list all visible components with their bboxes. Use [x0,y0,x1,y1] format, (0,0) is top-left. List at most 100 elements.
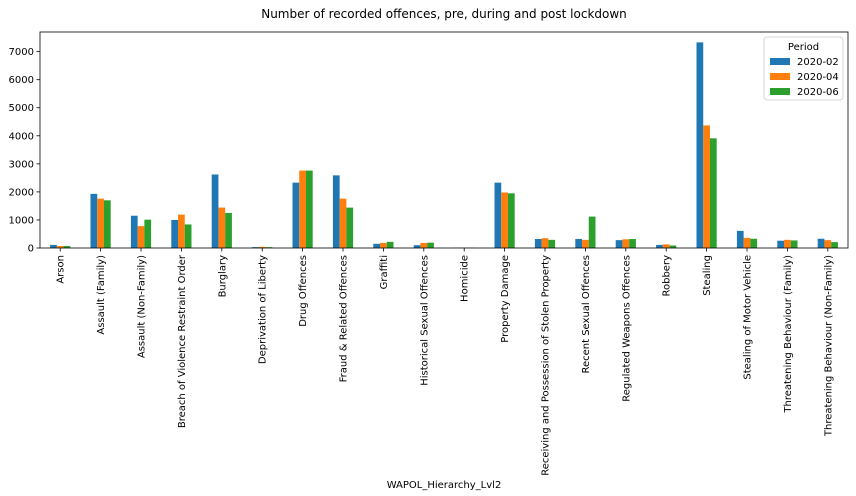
bar-2020-06-12 [548,239,556,248]
x-tick-label: Robbery [662,255,673,297]
legend-frame [763,36,844,101]
bar-2020-02-1 [90,193,98,248]
legend-title: Period [788,42,819,53]
bar-2020-04-6 [299,170,306,248]
bar-2020-04-9 [420,242,428,248]
legend: Period 2020-02 2020-04 2020-06 [763,36,844,101]
legend-swatch-2020-06 [770,88,790,95]
legend-swatch-2020-02 [770,58,790,65]
y-tick-label: 6000 [9,75,34,86]
bar-2020-06-1 [103,200,111,248]
bar-2020-04-18 [784,239,791,248]
x-tick-label: Breach of Violence Restraint Order [177,254,188,428]
bar-2020-04-2 [137,226,145,248]
bar-2020-06-7 [346,207,354,248]
bar-2020-02-13 [575,239,583,248]
bar-2020-06-5 [265,247,273,248]
bar-2020-04-14 [622,239,630,248]
bar-2020-02-9 [413,245,421,248]
bar-2020-02-16 [696,42,704,248]
bar-2020-04-12 [541,238,549,248]
bar-2020-06-9 [427,242,434,248]
bar-2020-04-5 [258,246,266,248]
bar-2020-02-2 [130,215,138,248]
x-tick-label: Assault (Family) [96,255,107,335]
legend-swatch-2020-04 [770,73,790,80]
bar-2020-04-16 [703,125,710,248]
bar-2020-02-8 [373,243,381,248]
bar-2020-06-6 [305,170,313,248]
bar-2020-04-13 [582,239,589,248]
y-tick-label: 4000 [9,131,34,142]
y-tick-label: 5000 [9,103,34,114]
bar-2020-02-7 [332,175,340,248]
y-tick-label: 0 [28,244,34,255]
y-tick-label: 2000 [9,187,34,198]
bar-2020-04-1 [97,198,104,248]
bar-2020-06-18 [790,240,798,248]
bar-2020-02-5 [252,247,259,248]
y-tick-label: 3000 [9,159,34,170]
x-tick-label: Graffiti [379,255,390,289]
bar-2020-02-12 [534,239,542,248]
bar-2020-06-19 [831,242,838,248]
bar-2020-06-3 [184,224,192,248]
x-tick-label: Deprivation of Liberty [258,255,269,364]
bar-2020-02-15 [656,244,663,248]
bar-2020-06-4 [225,212,232,248]
bar-2020-06-16 [709,138,717,248]
x-tick-label: Burglary [217,255,228,297]
x-tick-label: Drug Offences [298,255,309,327]
y-tick-label: 1000 [9,215,34,226]
bar-2020-06-17 [750,238,758,248]
x-tick-label: Stealing of Motor Vehicle [743,255,754,380]
plot-frame [39,31,849,249]
bar-2020-06-2 [144,219,152,248]
y-axis: 0 1000 2000 3000 4000 5000 6000 7000 [9,47,40,255]
bars-group [50,42,838,248]
bar-2020-04-0 [56,246,64,248]
x-axis: Arson Assault (Family) Assault (Non-Family… [56,248,834,476]
bar-2020-02-18 [777,240,785,248]
bar-2020-04-17 [743,237,751,248]
bar-2020-02-3 [171,219,179,248]
y-tick-label: 7000 [9,47,34,58]
bar-2020-04-7 [339,198,347,248]
x-tick-label: Fraud & Related Offences [339,255,350,382]
bar-2020-02-6 [292,182,300,248]
legend-label-2020-06: 2020-06 [797,87,839,98]
bar-2020-06-15 [669,245,677,248]
bar-2020-06-0 [63,246,71,248]
chart-title: Number of recorded offences, pre, during… [261,7,627,21]
bar-2020-02-0 [50,244,57,248]
legend-label-2020-04: 2020-04 [797,72,839,83]
x-tick-label: Homicide [460,255,471,302]
x-tick-label: Recent Sexual Offences [581,255,592,374]
bar-2020-04-8 [380,242,387,248]
bar-2020-02-14 [615,240,623,248]
x-tick-label: Assault (Non-Family) [137,255,148,358]
x-tick-label: Threatening Behaviour (Non-Family) [823,255,834,437]
bar-2020-04-3 [178,214,185,248]
x-axis-label: WAPOL_Hierarchy_Lvl2 [387,480,502,491]
x-tick-label: Stealing [702,255,713,296]
bar-2020-02-19 [817,238,825,248]
bar-2020-02-11 [494,182,502,248]
x-tick-label: Threatening Behaviour (Family) [783,255,794,414]
x-tick-label: Property Damage [500,255,511,343]
bar-2020-06-8 [386,241,394,248]
bar-2020-06-13 [588,216,596,248]
x-tick-label: Historical Sexual Offences [419,255,430,386]
bar-2020-04-11 [501,192,508,248]
legend-label-2020-02: 2020-02 [797,57,839,68]
bar-2020-04-15 [662,244,670,248]
bar-2020-04-4 [218,207,226,248]
bar-2020-04-19 [824,240,832,248]
bar-2020-02-17 [736,230,744,248]
bar-2020-02-4 [211,174,219,248]
bar-2020-06-11 [507,193,515,248]
x-tick-label: Regulated Weapons Offences [621,255,632,402]
bar-2020-06-14 [629,239,636,248]
x-tick-label: Arson [56,255,67,284]
